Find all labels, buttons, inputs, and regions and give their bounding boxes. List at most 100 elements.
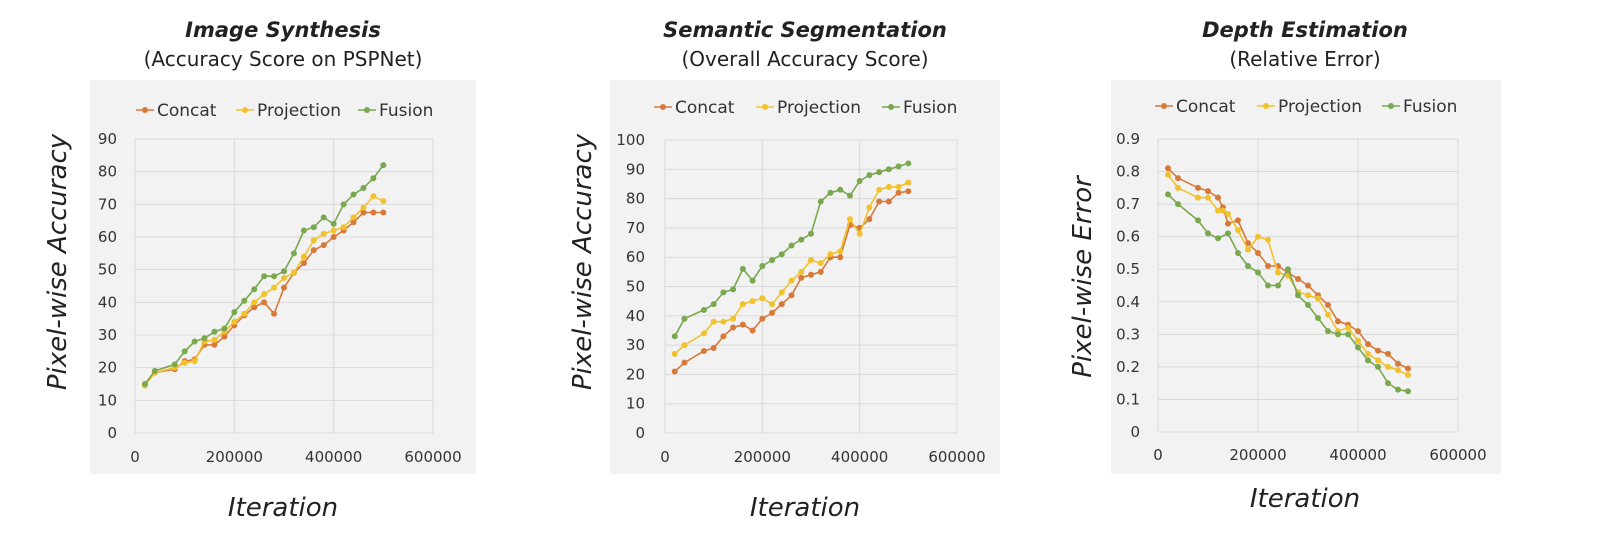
- data-point: [1225, 230, 1231, 237]
- data-point: [350, 191, 357, 198]
- legend-swatch-marker: [1388, 103, 1394, 109]
- data-point: [320, 214, 327, 221]
- legend-swatch-marker: [1263, 103, 1269, 109]
- data-point: [720, 333, 727, 340]
- x-axis-label: Iteration: [1249, 484, 1361, 514]
- legend-swatch-marker: [1161, 103, 1167, 109]
- data-point: [1315, 295, 1321, 302]
- data-point: [330, 227, 337, 234]
- y-tick-label: 80: [98, 163, 117, 181]
- data-point: [261, 291, 268, 298]
- data-point: [671, 333, 678, 340]
- y-tick-label: 0.4: [1116, 293, 1140, 311]
- data-point: [798, 268, 805, 275]
- data-point: [271, 284, 278, 291]
- data-point: [241, 310, 248, 317]
- data-point: [788, 277, 795, 284]
- data-point: [1295, 292, 1301, 299]
- data-point: [320, 230, 327, 237]
- y-tick-label: 90: [98, 130, 117, 148]
- data-point: [1355, 337, 1361, 344]
- data-point: [730, 324, 737, 331]
- data-point: [1265, 236, 1271, 243]
- data-point: [856, 230, 863, 237]
- data-point: [1395, 386, 1401, 393]
- data-point: [788, 292, 795, 299]
- data-point: [1275, 282, 1281, 289]
- y-tick-label: 0: [1130, 423, 1140, 441]
- legend-item-projection: Projection: [1257, 97, 1362, 117]
- x-tick-label: 600000: [404, 448, 461, 466]
- data-point: [730, 286, 737, 293]
- series-line: [1167, 193, 1409, 393]
- data-point: [310, 247, 317, 254]
- data-point: [1245, 262, 1251, 269]
- data-point: [1385, 363, 1391, 370]
- data-point: [837, 248, 844, 255]
- y-tick-label: 20: [98, 359, 117, 377]
- y-tick-label: 0.2: [1116, 358, 1140, 376]
- data-point: [360, 209, 367, 216]
- data-point: [1195, 184, 1201, 191]
- data-point: [1405, 372, 1411, 379]
- data-point: [1165, 191, 1171, 198]
- data-point: [876, 198, 883, 205]
- data-point: [1205, 194, 1211, 201]
- grid: [134, 138, 434, 434]
- data-point: [788, 242, 795, 249]
- data-point: [759, 295, 766, 302]
- chart-title: Image Synthesis: [185, 18, 381, 42]
- data-point: [251, 299, 258, 306]
- y-tick-label: 0.5: [1116, 260, 1140, 278]
- chart-subtitle: (Relative Error): [1229, 47, 1381, 71]
- data-point: [827, 251, 834, 258]
- data-point: [360, 185, 367, 191]
- data-point: [300, 227, 307, 234]
- data-point: [700, 347, 707, 354]
- data-point: [876, 169, 883, 176]
- data-point: [221, 333, 228, 340]
- data-point: [251, 286, 258, 293]
- data-point: [700, 306, 707, 313]
- legend-label: Fusion: [379, 101, 433, 121]
- legend-label: Projection: [257, 101, 341, 121]
- legend-item-fusion: Fusion: [1382, 97, 1457, 117]
- data-point: [350, 214, 357, 221]
- data-point: [827, 189, 834, 196]
- data-point: [1405, 365, 1411, 372]
- series-fusion: [1165, 191, 1411, 395]
- data-point: [141, 381, 148, 387]
- series-fusion: [141, 162, 387, 387]
- data-point: [895, 189, 902, 196]
- data-point: [837, 254, 844, 261]
- data-point: [1165, 171, 1171, 178]
- data-point: [1255, 233, 1261, 240]
- data-point: [1205, 230, 1211, 237]
- legend: Concat Projection Fusion: [136, 101, 433, 121]
- data-point: [1395, 367, 1401, 374]
- data-point: [808, 230, 814, 237]
- data-point: [739, 301, 746, 308]
- data-point: [1265, 282, 1271, 289]
- y-tick-label: 40: [98, 293, 117, 311]
- data-point: [1175, 175, 1181, 182]
- data-point: [778, 301, 785, 308]
- data-point: [749, 277, 756, 284]
- data-point: [798, 236, 805, 243]
- data-point: [1235, 227, 1241, 234]
- data-point: [380, 209, 387, 216]
- data-point: [778, 251, 785, 258]
- data-point: [905, 188, 912, 195]
- data-point: [759, 315, 766, 322]
- x-tick-label: 200000: [1229, 446, 1286, 464]
- data-point: [1295, 275, 1301, 282]
- data-point: [808, 257, 814, 264]
- data-point: [330, 220, 337, 227]
- data-point: [1345, 324, 1351, 331]
- data-point: [1385, 380, 1391, 387]
- legend-label: Concat: [157, 101, 217, 121]
- data-point: [808, 271, 814, 278]
- legend-item-concat: Concat: [654, 98, 735, 118]
- data-point: [300, 260, 307, 267]
- data-point: [211, 328, 218, 335]
